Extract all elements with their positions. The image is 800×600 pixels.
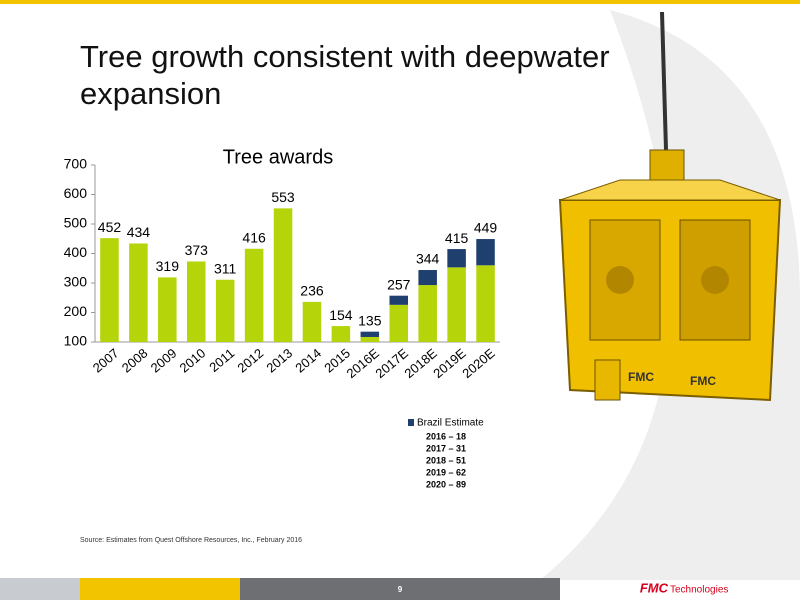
bar-segment [418, 270, 437, 286]
x-tick-label: 2008 [119, 345, 151, 375]
y-tick-label: 300 [64, 274, 88, 290]
data-label: 449 [474, 220, 498, 236]
bar-segment [476, 265, 495, 342]
data-label: 553 [271, 189, 295, 205]
x-tick-label: 2012 [234, 345, 266, 375]
bar-segment [360, 336, 380, 342]
data-label: 311 [214, 260, 237, 276]
x-tick-label: 2011 [206, 345, 237, 374]
backdrop [540, 10, 800, 580]
bar-segment [447, 249, 466, 268]
bar-segment [129, 243, 148, 342]
bar-segment [244, 248, 264, 342]
note: 2017 – 31 [426, 443, 466, 453]
footer-band [0, 578, 80, 600]
y-tick-label: 100 [64, 333, 88, 349]
y-tick-label: 400 [64, 244, 88, 260]
logo: FMC [640, 580, 669, 595]
data-label: 257 [387, 276, 411, 292]
svg-text:FMC: FMC [690, 374, 716, 388]
data-label: 344 [416, 251, 440, 267]
bar-segment [389, 295, 409, 305]
top-rule [0, 0, 800, 4]
svg-text:FMC: FMC [628, 370, 654, 384]
footer-band [80, 578, 240, 600]
legend-swatch [408, 419, 414, 426]
bar-segment [447, 267, 466, 342]
data-label: 452 [98, 219, 122, 235]
page-number: 9 [398, 585, 403, 594]
data-label: 236 [300, 283, 324, 299]
data-label: 416 [242, 229, 266, 245]
bar-segment [302, 301, 322, 342]
footer-band [240, 578, 560, 600]
bar-segment [273, 208, 293, 342]
data-label: 319 [156, 258, 180, 274]
note: 2020 – 89 [426, 479, 466, 489]
data-label: 154 [329, 307, 353, 323]
note: 2019 – 62 [426, 467, 466, 477]
x-tick-label: 2010 [177, 345, 209, 375]
data-label: 135 [358, 312, 382, 328]
x-tick-label: 2007 [90, 345, 122, 375]
note: 2018 – 51 [426, 455, 466, 465]
x-tick-label: 2014 [292, 345, 324, 375]
source: Source: Estimates from Quest Offshore Re… [80, 537, 302, 544]
y-tick-label: 700 [64, 156, 88, 172]
bar-segment [215, 279, 235, 342]
slide-title: Tree growth consistent with deepwater ex… [80, 39, 610, 111]
logo-sub: Technologies [670, 585, 728, 596]
y-tick-label: 600 [64, 185, 88, 201]
x-tick-label: 2013 [263, 345, 295, 375]
data-label: 373 [185, 242, 209, 258]
bar-segment [360, 331, 380, 337]
x-tick-label: 2009 [148, 345, 180, 375]
chart-title: Tree awards [223, 146, 333, 168]
bar-segment [100, 238, 119, 342]
bar-segment [186, 261, 206, 342]
data-label: 415 [445, 230, 469, 246]
y-tick-label: 200 [64, 303, 88, 319]
x-tick-label: 2020E [459, 345, 498, 381]
bar-segment [418, 285, 437, 342]
legend-label: Brazil Estimate [417, 418, 484, 429]
note: 2016 – 18 [426, 431, 466, 441]
tree-image: FMC FMC [558, 11, 782, 402]
bar-segment [389, 304, 409, 342]
bar-segment [331, 326, 351, 342]
bar-segment [476, 239, 495, 266]
data-label: 434 [127, 224, 151, 240]
y-tick-label: 500 [64, 215, 88, 231]
bar-segment [158, 277, 177, 342]
